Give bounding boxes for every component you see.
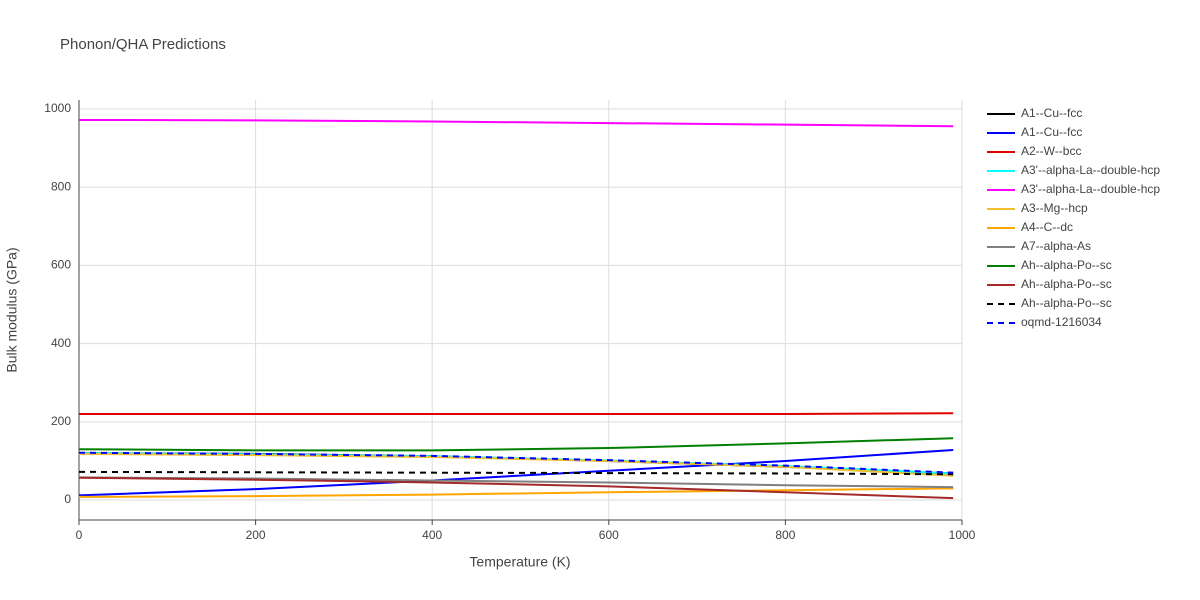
legend-label: A4--C--dc bbox=[1021, 220, 1073, 234]
y-tick-label: 1000 bbox=[44, 101, 71, 115]
legend-label: A3'--alpha-La--double-hcp bbox=[1021, 163, 1160, 177]
legend-label: A3'--alpha-La--double-hcp bbox=[1021, 182, 1160, 196]
series-line bbox=[78, 452, 954, 475]
y-tick-label: 200 bbox=[51, 414, 71, 428]
x-tick-label: 1000 bbox=[949, 528, 976, 542]
legend-label: A3--Mg--hcp bbox=[1021, 201, 1088, 215]
series-line bbox=[78, 452, 954, 475]
x-tick-label: 200 bbox=[246, 528, 266, 542]
series-line bbox=[78, 451, 954, 474]
x-tick-label: 0 bbox=[76, 528, 83, 542]
legend-label: A7--alpha-As bbox=[1021, 239, 1091, 253]
chart-title: Phonon/QHA Predictions bbox=[60, 36, 226, 53]
legend-label: oqmd-1216034 bbox=[1021, 315, 1102, 329]
x-axis-title: Temperature (K) bbox=[469, 554, 570, 570]
legend-label: Ah--alpha-Po--sc bbox=[1021, 277, 1112, 291]
series-line bbox=[78, 449, 954, 497]
y-tick-label: 600 bbox=[51, 258, 71, 272]
legend-label: Ah--alpha-Po--sc bbox=[1021, 258, 1112, 272]
series-line bbox=[79, 412, 954, 416]
series-line bbox=[78, 487, 954, 498]
series-line bbox=[78, 452, 954, 477]
y-tick-label: 0 bbox=[64, 492, 71, 506]
y-tick-label: 800 bbox=[51, 179, 71, 193]
series-line bbox=[78, 470, 954, 476]
legend-label: A1--Cu--fcc bbox=[1021, 106, 1082, 120]
x-tick-label: 600 bbox=[599, 528, 619, 542]
legend-label: A2--W--bcc bbox=[1021, 144, 1081, 158]
y-tick-label: 400 bbox=[51, 336, 71, 350]
legend-label: A1--Cu--fcc bbox=[1021, 125, 1082, 139]
x-tick-label: 800 bbox=[775, 528, 795, 542]
x-tick-label: 400 bbox=[422, 528, 442, 542]
y-axis-title: Bulk modulus (GPa) bbox=[4, 247, 20, 372]
legend-label: Ah--alpha-Po--sc bbox=[1021, 296, 1112, 310]
series-line bbox=[78, 118, 954, 128]
series-line bbox=[78, 476, 954, 489]
series-line bbox=[78, 476, 954, 500]
series-line bbox=[78, 437, 954, 452]
